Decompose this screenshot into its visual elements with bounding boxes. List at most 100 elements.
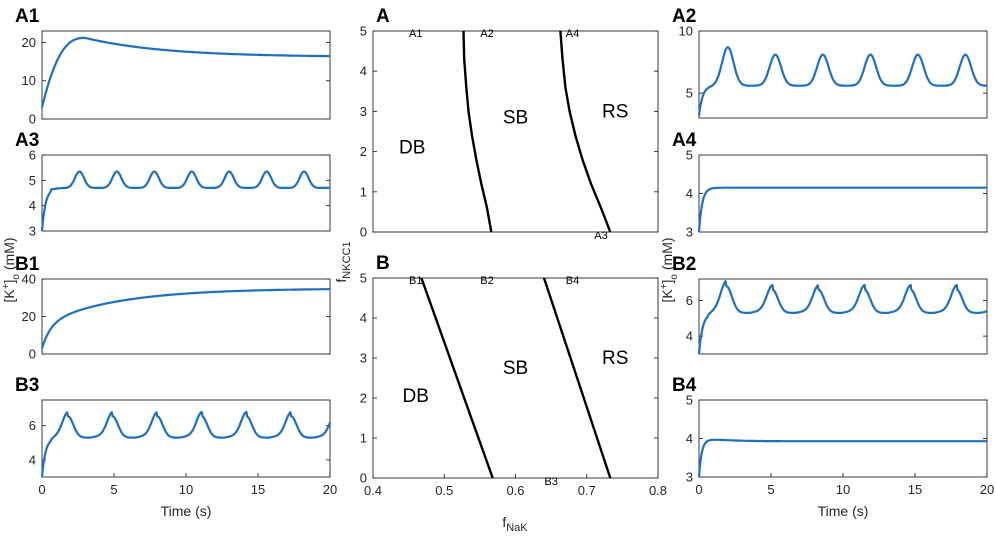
x-tick-label-b3-0: 0 <box>38 482 45 497</box>
series-line-b-0 <box>420 277 494 479</box>
panel-label-b1: B1 <box>15 254 40 275</box>
panel-b2: 4 6 B2 <box>672 254 988 355</box>
right-x-axis-label: Time (s) <box>818 503 869 519</box>
region-label-rs-a: RS <box>602 101 628 122</box>
y-tick-label-a-3: 3 <box>360 104 367 119</box>
y-tick-label-b-1: 1 <box>360 431 367 446</box>
annotation-a2: A2 <box>480 28 493 40</box>
region-label-sb-a: SB <box>503 107 528 128</box>
y-tick-label-b4-2: 5 <box>686 393 693 408</box>
axes-box-b4 <box>698 399 988 478</box>
series-line-a1-0 <box>40 36 331 108</box>
x-tick-label-b3-3: 15 <box>251 482 265 497</box>
y-tick-label-a1-2: 20 <box>22 35 36 50</box>
panel-a4: 3 4 5A4 <box>672 130 988 240</box>
axes-box-a <box>372 30 659 233</box>
y-tick-label-a4-2: 5 <box>686 148 693 163</box>
y-tick-label-b3-1: 6 <box>29 418 36 433</box>
panel-label-b: B <box>376 253 390 274</box>
annotation-b1: B1 <box>409 275 422 287</box>
x-tick-label-b-4: 0.8 <box>649 483 667 498</box>
y-tick-label-b-2: 2 <box>360 391 367 406</box>
axes-box-a3 <box>41 154 331 232</box>
y-tick-label-b4-0: 3 <box>686 470 693 485</box>
series-line-a-1 <box>559 30 612 233</box>
y-tick-label-a-4: 4 <box>360 64 367 79</box>
y-tick-label-a-0: 0 <box>360 225 367 240</box>
axes-box-b1 <box>41 278 331 355</box>
y-tick-label-a3-3: 6 <box>29 148 36 163</box>
y-tick-label-b-0: 0 <box>360 471 367 486</box>
y-tick-label-b3-0: 4 <box>29 452 36 467</box>
x-tick-label-b4-2: 10 <box>836 482 850 497</box>
series-line-a2-0 <box>697 46 988 116</box>
series-line-b3-0 <box>40 410 332 478</box>
panel-label-a4: A4 <box>672 130 697 151</box>
y-tick-label-a2-0: 5 <box>686 86 693 101</box>
x-tick-label-b-2: 0.6 <box>506 483 524 498</box>
axes-box-b2 <box>698 278 988 355</box>
panel-b3: 4 6 0 5 10 15 20 B3 <box>15 375 337 497</box>
annotation-a3: A3 <box>594 230 607 242</box>
x-tick-label-b-1: 0.5 <box>435 483 453 498</box>
y-tick-label-a4-0: 3 <box>686 225 693 240</box>
panel-a1: 0 10 20 A1 <box>15 6 331 127</box>
panel-b4: 3 4 5 0 5 10 15 20 B4 <box>672 375 994 497</box>
axes-box-a1 <box>41 30 331 120</box>
axes-box-b <box>372 277 659 479</box>
series-line-a-0 <box>462 30 493 233</box>
panel-label-b3: B3 <box>15 375 39 396</box>
panel-label-a: A <box>376 6 390 27</box>
panel-label-a1: A1 <box>15 6 40 27</box>
y-tick-label-a-1: 1 <box>360 184 367 199</box>
series-line-a4-0 <box>697 186 988 233</box>
x-tick-label-b4-0: 0 <box>695 482 702 497</box>
y-tick-label-b1-2: 40 <box>22 272 36 287</box>
y-tick-label-b4-1: 4 <box>686 431 693 446</box>
x-tick-label-b4-4: 20 <box>980 482 994 497</box>
y-tick-label-a1-0: 0 <box>29 112 36 127</box>
x-tick-label-b4-1: 5 <box>767 482 774 497</box>
y-tick-label-a-2: 2 <box>360 144 367 159</box>
y-tick-label-b2-0: 4 <box>686 329 693 344</box>
annotation-a1: A1 <box>409 28 422 40</box>
annotation-b4: B4 <box>566 275 579 287</box>
x-tick-label-b3-4: 20 <box>323 482 337 497</box>
series-line-b4-0 <box>697 438 988 478</box>
x-tick-label-b4-3: 15 <box>908 482 922 497</box>
panel-label-b4: B4 <box>672 375 697 396</box>
x-tick-label-b-0: 0.4 <box>364 483 382 498</box>
x-tick-label-b-3: 0.7 <box>578 483 596 498</box>
region-label-sb-b: SB <box>503 358 528 379</box>
y-tick-label-b1-0: 0 <box>29 347 36 362</box>
axes-box-a4 <box>698 154 988 233</box>
series-line-b2-0 <box>697 280 988 355</box>
region-label-db-a: DB <box>399 138 425 159</box>
panel-label-b2: B2 <box>672 254 696 275</box>
left-y-axis-label: [K+]o (mM) <box>1 237 22 302</box>
phase-x-axis-label: fNaK <box>502 514 528 534</box>
y-tick-label-b-5: 5 <box>360 271 367 286</box>
right-y-axis-label: [K+]o (mM) <box>659 237 680 302</box>
y-tick-label-a3-2: 5 <box>29 173 36 188</box>
panel-a: 0 1 2 3 4 5A DB SB RS A1 A2 A4 A3 <box>360 6 659 242</box>
region-label-rs-b: RS <box>602 348 628 369</box>
panel-b: 0 1 2 3 4 5 0.4 0.5 0.6 0.7 0.8 B DB SB RS B1 B2 B4 B3 <box>360 253 667 498</box>
x-tick-label-b3-1: 5 <box>110 482 117 497</box>
annotation-b3: B3 <box>544 476 557 488</box>
y-tick-label-b-4: 4 <box>360 311 367 326</box>
x-tick-label-b3-2: 10 <box>179 482 193 497</box>
y-tick-label-a1-1: 10 <box>22 73 36 88</box>
y-tick-label-b1-1: 20 <box>22 309 36 324</box>
series-line-b1-0 <box>40 288 331 349</box>
y-tick-label-a-5: 5 <box>360 24 367 39</box>
y-tick-label-a3-1: 4 <box>29 198 36 213</box>
y-tick-label-a2-1: 10 <box>679 24 693 39</box>
left-x-axis-label: Time (s) <box>161 503 212 519</box>
y-tick-label-a3-0: 3 <box>29 224 36 239</box>
annotation-b2: B2 <box>480 275 493 287</box>
series-line-b-1 <box>542 277 612 479</box>
